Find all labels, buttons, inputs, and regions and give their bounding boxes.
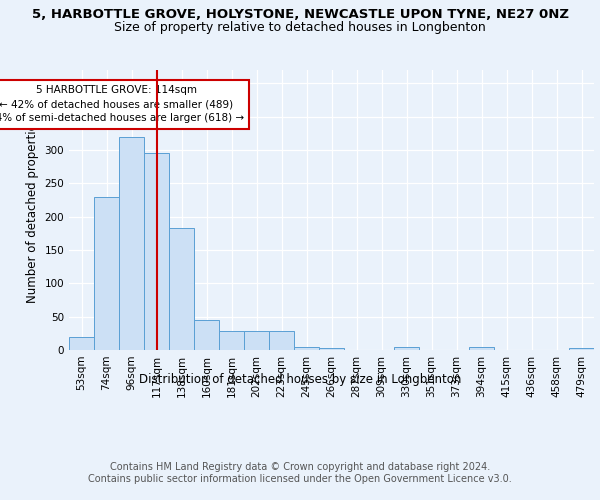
Bar	[169, 228, 194, 350]
Bar	[394, 348, 419, 350]
Y-axis label: Number of detached properties: Number of detached properties	[26, 117, 39, 303]
Bar	[94, 196, 119, 350]
Text: Size of property relative to detached houses in Longbenton: Size of property relative to detached ho…	[114, 21, 486, 34]
Bar	[244, 332, 269, 350]
Bar	[469, 348, 494, 350]
Bar	[69, 336, 94, 350]
Bar	[569, 348, 594, 350]
Text: Distribution of detached houses by size in Longbenton: Distribution of detached houses by size …	[139, 372, 461, 386]
Text: 5, HARBOTTLE GROVE, HOLYSTONE, NEWCASTLE UPON TYNE, NE27 0NZ: 5, HARBOTTLE GROVE, HOLYSTONE, NEWCASTLE…	[32, 8, 569, 20]
Text: 5 HARBOTTLE GROVE: 114sqm
← 42% of detached houses are smaller (489)
54% of semi: 5 HARBOTTLE GROVE: 114sqm ← 42% of detac…	[0, 86, 244, 124]
Bar	[294, 348, 319, 350]
Bar	[319, 348, 344, 350]
Bar	[219, 330, 244, 350]
Bar	[194, 320, 219, 350]
Bar	[119, 136, 144, 350]
Bar	[144, 154, 169, 350]
Bar	[269, 332, 294, 350]
Text: Contains HM Land Registry data © Crown copyright and database right 2024.
Contai: Contains HM Land Registry data © Crown c…	[88, 462, 512, 484]
